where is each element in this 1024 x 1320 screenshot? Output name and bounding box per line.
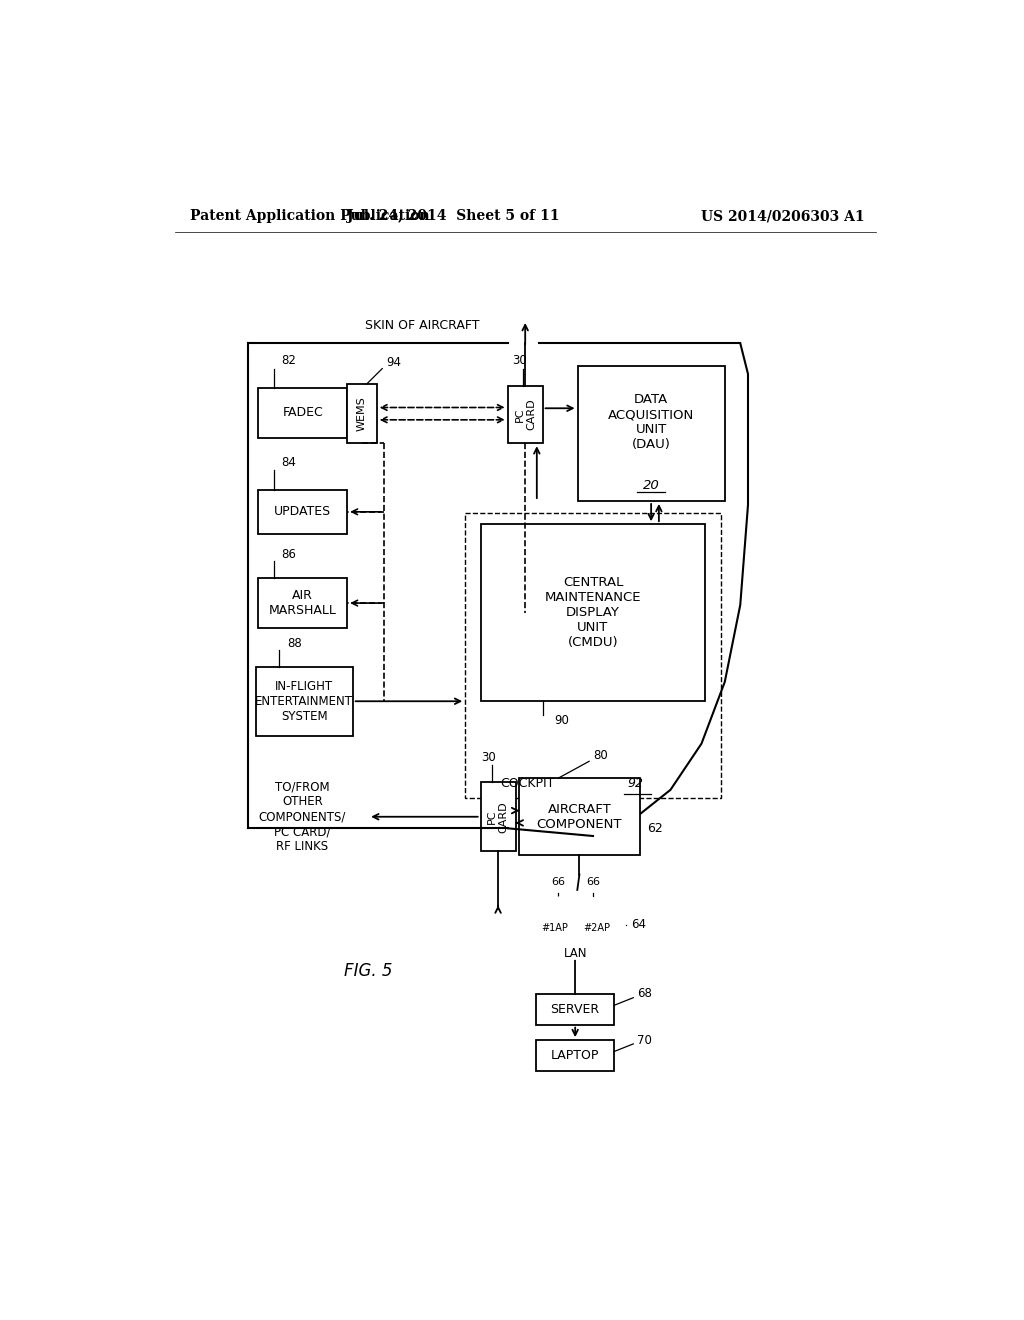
Text: SKIN OF AIRCRAFT: SKIN OF AIRCRAFT [366, 318, 480, 331]
Text: SERVER: SERVER [551, 1003, 600, 1016]
Text: AIRCRAFT
COMPONENT: AIRCRAFT COMPONENT [537, 803, 623, 830]
Text: 68: 68 [637, 987, 652, 1001]
Ellipse shape [525, 913, 560, 941]
Circle shape [536, 909, 572, 946]
Bar [519, 779, 640, 855]
Text: 80: 80 [593, 748, 608, 762]
Ellipse shape [563, 896, 606, 933]
Bar [258, 388, 347, 438]
Text: TO/FROM
OTHER
COMPONENTS/
PC CARD/
RF LINKS: TO/FROM OTHER COMPONENTS/ PC CARD/ RF LI… [259, 780, 346, 853]
Text: 84: 84 [282, 455, 296, 469]
Text: #1AP: #1AP [541, 924, 567, 933]
Bar [347, 384, 377, 444]
Text: 30: 30 [481, 751, 496, 764]
Text: 66: 66 [586, 876, 600, 887]
Bar [480, 781, 515, 851]
Text: UPDATES: UPDATES [274, 506, 332, 519]
Text: 90: 90 [554, 714, 569, 727]
Bar [480, 524, 706, 701]
Text: DATA
ACQUISITION
UNIT
(DAU): DATA ACQUISITION UNIT (DAU) [608, 393, 694, 451]
Bar [537, 994, 614, 1024]
Text: 20: 20 [643, 479, 659, 492]
Text: Patent Application Publication: Patent Application Publication [190, 209, 430, 223]
Text: WEMS: WEMS [357, 396, 367, 432]
Text: FIG. 5: FIG. 5 [344, 962, 392, 979]
Text: 66: 66 [551, 876, 565, 887]
Text: COCKPIT: COCKPIT [500, 776, 554, 789]
Circle shape [579, 909, 615, 946]
Text: US 2014/0206303 A1: US 2014/0206303 A1 [700, 209, 864, 223]
Bar [258, 490, 347, 535]
Text: CENTRAL
MAINTENANCE
DISPLAY
UNIT
(CMDU): CENTRAL MAINTENANCE DISPLAY UNIT (CMDU) [545, 577, 641, 649]
Text: 70: 70 [637, 1034, 652, 1047]
Text: 86: 86 [282, 548, 296, 561]
Ellipse shape [546, 916, 604, 960]
Text: 30: 30 [512, 354, 526, 367]
Ellipse shape [524, 908, 583, 957]
Text: Jul. 24, 2014  Sheet 5 of 11: Jul. 24, 2014 Sheet 5 of 11 [347, 209, 560, 223]
Ellipse shape [591, 913, 625, 941]
Bar [537, 1040, 614, 1071]
Text: 88: 88 [287, 638, 302, 649]
Text: FADEC: FADEC [283, 407, 324, 420]
Ellipse shape [544, 896, 588, 933]
Text: PC
CARD: PC CARD [514, 399, 536, 430]
Text: 62: 62 [647, 822, 663, 834]
Text: LAPTOP: LAPTOP [551, 1049, 599, 1063]
Ellipse shape [556, 891, 595, 923]
Text: #2AP: #2AP [584, 924, 610, 933]
Text: PC
CARD: PC CARD [487, 801, 509, 833]
Text: 64: 64 [631, 917, 646, 931]
Bar [578, 367, 725, 502]
Text: 94: 94 [386, 356, 401, 370]
Text: LAN: LAN [563, 946, 587, 960]
Text: IN-FLIGHT
ENTERTAINMENT
SYSTEM: IN-FLIGHT ENTERTAINMENT SYSTEM [255, 680, 353, 723]
Text: 82: 82 [282, 354, 296, 367]
Text: AIR
MARSHALL: AIR MARSHALL [269, 589, 337, 616]
Bar [256, 667, 352, 737]
Ellipse shape [567, 908, 627, 957]
Bar [465, 512, 721, 797]
Bar [258, 578, 347, 628]
Text: 92: 92 [628, 776, 644, 789]
Bar [508, 385, 543, 444]
